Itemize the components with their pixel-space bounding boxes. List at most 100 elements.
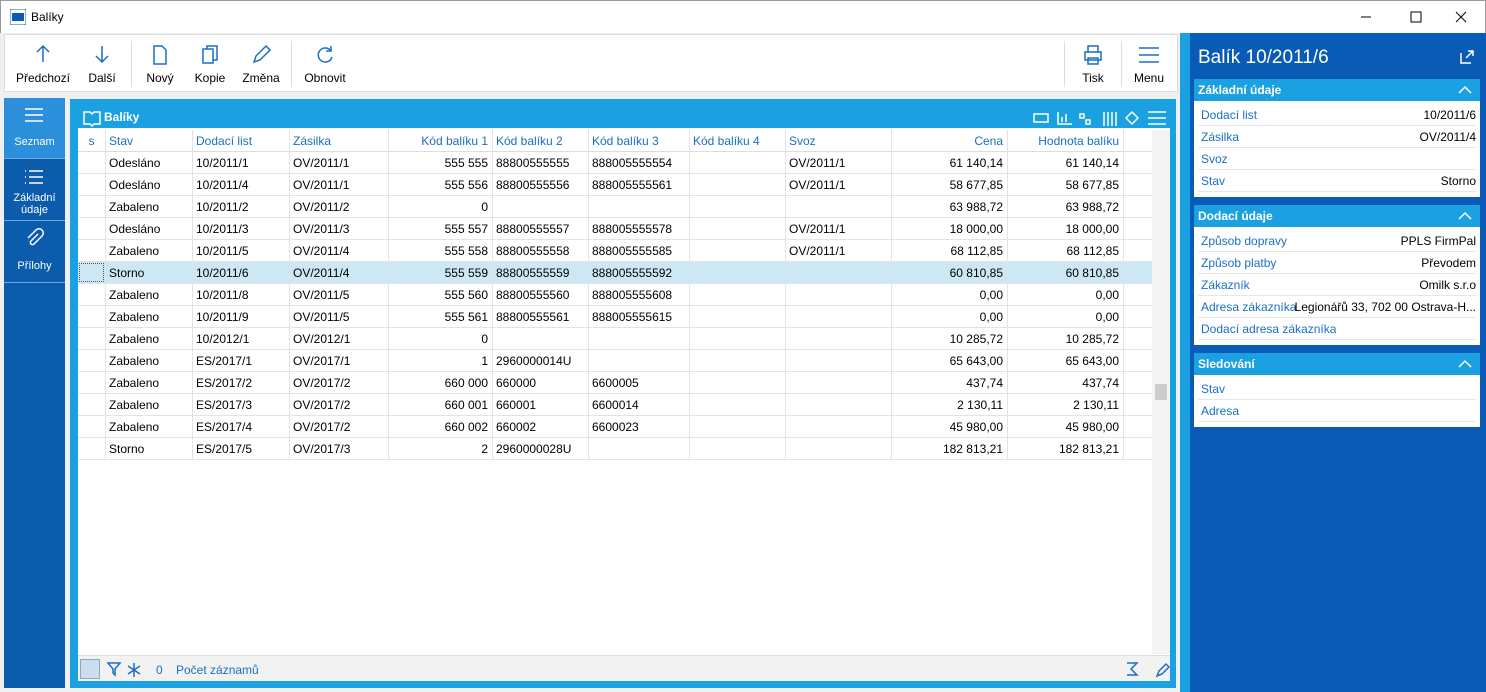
toolbar-button[interactable]: Menu [1119, 37, 1179, 89]
grid-cell: OV/2011/1 [789, 222, 846, 236]
grid-cell: OV/2011/2 [293, 200, 350, 214]
sidebar-item[interactable]: Přílohy [4, 222, 65, 283]
grid-row[interactable]: Zabaleno 10/2012/1 OV/2012/1 0 10 285,72 10 2… [78, 328, 1152, 350]
column-header[interactable]: Svoz [789, 134, 816, 148]
grid-row[interactable]: Storno ES/2017/5 OV/2017/3 2 2960000028U 182 … [78, 438, 1152, 460]
grid-cell: 555 556 [444, 178, 488, 192]
cell-divider [689, 174, 690, 196]
grid-row[interactable]: Zabaleno ES/2017/3 OV/2017/2 660 001 660001 6… [78, 394, 1152, 416]
cell-divider [388, 152, 389, 174]
cell-divider [1007, 394, 1008, 416]
toolbar-button[interactable]: Další [72, 37, 132, 89]
cell-divider [192, 306, 193, 328]
grid-title-bar: Balíky [78, 106, 1170, 128]
grid-cell: 888005555561 [592, 178, 673, 192]
grid-cell: 182 813,21 [942, 442, 1003, 456]
column-header[interactable]: s [88, 134, 95, 148]
detail-title: Balík 10/2011/6 [1198, 47, 1329, 68]
window-controls[interactable] [1351, 9, 1481, 25]
sidebar-icon-glyph [27, 228, 44, 246]
column-header[interactable]: Kód balíku 3 [592, 134, 659, 148]
cell-divider [1123, 174, 1124, 196]
splitter[interactable] [1180, 33, 1190, 692]
section-header[interactable]: Základní údaje [1194, 79, 1480, 101]
grid-cell: 2960000028U [496, 442, 572, 456]
toolbar-button[interactable]: Změna [231, 37, 291, 89]
cell-divider [1123, 218, 1124, 240]
grid-cell: OV/2011/4 [293, 244, 350, 258]
grid-row[interactable]: Storno 10/2011/6 OV/2011/4 555 559 888005555… [78, 262, 1152, 284]
toolbar-button[interactable]: Předchozí [13, 37, 73, 89]
footer-book-button[interactable] [80, 659, 100, 679]
grid-row[interactable]: Odesláno 10/2011/4 OV/2011/1 555 556 8880055… [78, 174, 1152, 196]
grid-cell: 68 112,85 [1066, 244, 1120, 258]
column-header[interactable]: Kód balíku 4 [693, 134, 760, 148]
cell-divider [492, 416, 493, 438]
section-header[interactable]: Sledování [1194, 353, 1480, 375]
field-label: Adresa [1201, 404, 1240, 418]
grid-row[interactable]: Zabaleno 10/2011/8 OV/2011/5 555 560 8880055… [78, 284, 1152, 306]
grid-tools-glyph [1033, 110, 1166, 126]
toolbar-label: Tisk [1082, 71, 1104, 85]
detail-section: Dodací údaje Způsob dopravy PPLS FirmPal Zp… [1194, 205, 1480, 345]
grid-cell: 555 560 [444, 288, 488, 302]
sidebar-label: Základní údaje [13, 192, 56, 216]
cell-divider [388, 196, 389, 218]
grid-row[interactable]: Zabaleno 10/2011/9 OV/2011/5 555 561 8880055… [78, 306, 1152, 328]
cell-divider [105, 240, 106, 262]
toolbar-button[interactable]: Tisk [1063, 37, 1123, 89]
grid-title-icon [82, 109, 102, 130]
cell-divider [1123, 284, 1124, 306]
cell-divider [388, 284, 389, 306]
cell-divider [891, 262, 892, 284]
column-header[interactable]: Hodnota balíku [1038, 134, 1119, 148]
grid-cell: 660 002 [444, 420, 488, 434]
column-header[interactable]: Kód balíku 1 [421, 134, 488, 148]
grid-cell: ES/2017/1 [196, 354, 253, 368]
grid-row[interactable]: Zabaleno 10/2011/5 OV/2011/4 555 558 8880055… [78, 240, 1152, 262]
cell-divider [785, 152, 786, 174]
grid-row[interactable]: Odesláno 10/2011/1 OV/2011/1 555 555 8880055… [78, 152, 1152, 174]
detail-field: Adresa [1198, 401, 1476, 422]
cell-divider [588, 196, 589, 218]
section-header[interactable]: Dodací údaje [1194, 205, 1480, 227]
toolbar-separator [131, 41, 132, 87]
column-header[interactable]: Kód balíku 2 [496, 134, 563, 148]
sidebar-item[interactable]: Základní údaje [4, 160, 65, 221]
grid-cell: Odesláno [109, 222, 161, 236]
grid-cell: OV/2017/1 [293, 354, 351, 368]
cell-divider [689, 196, 690, 218]
grid-header-row: s Stav Dodací list Zásilka Kód balíku 1 Kód b… [78, 130, 1152, 152]
cell-divider [588, 262, 589, 284]
sidebar-label: Přílohy [17, 260, 52, 272]
toolbar-button[interactable]: Obnovit [295, 37, 355, 89]
grid-row[interactable]: Odesláno 10/2011/3 OV/2011/3 555 557 8880055… [78, 218, 1152, 240]
cell-divider [891, 438, 892, 460]
column-header[interactable]: Cena [974, 134, 1003, 148]
grid-cell: ES/2017/3 [196, 398, 253, 412]
toolbar-button[interactable]: Kopie [180, 37, 240, 89]
cell-divider [588, 416, 589, 438]
grid-cell: 1 [481, 354, 488, 368]
sidebar-item[interactable]: Seznam [4, 98, 65, 159]
detail-section: Základní údaje Dodací list 10/2011/6 Zásilk… [1194, 79, 1480, 197]
column-header[interactable]: Zásilka [293, 134, 332, 148]
grid-row[interactable]: Zabaleno ES/2017/1 OV/2017/1 1 2960000014U 65… [78, 350, 1152, 372]
column-header[interactable]: Dodací list [196, 134, 253, 148]
cell-divider [1007, 152, 1008, 174]
toolbar-button[interactable]: Nový [130, 37, 190, 89]
grid-cell: Storno [109, 266, 145, 280]
field-value: OV/2011/4 [1419, 130, 1476, 144]
sidebar-icon [23, 228, 45, 253]
section-title: Základní údaje [1198, 83, 1282, 97]
grid-cell: OV/2011/1 [789, 178, 846, 192]
grid-row[interactable]: Zabaleno 10/2011/2 OV/2011/2 0 63 988,72 63 9… [78, 196, 1152, 218]
column-header[interactable]: Stav [109, 134, 134, 148]
cell-divider [192, 438, 193, 460]
footer-label[interactable]: Počet záznamů [176, 663, 259, 677]
grid-footer: 0 Počet záznamů [78, 655, 1170, 681]
scroll-thumb[interactable] [1155, 384, 1167, 400]
column-divider [192, 130, 193, 152]
grid-row[interactable]: Zabaleno ES/2017/2 OV/2017/2 660 000 660000 6… [78, 372, 1152, 394]
grid-row[interactable]: Zabaleno ES/2017/4 OV/2017/2 660 002 660002 6… [78, 416, 1152, 438]
